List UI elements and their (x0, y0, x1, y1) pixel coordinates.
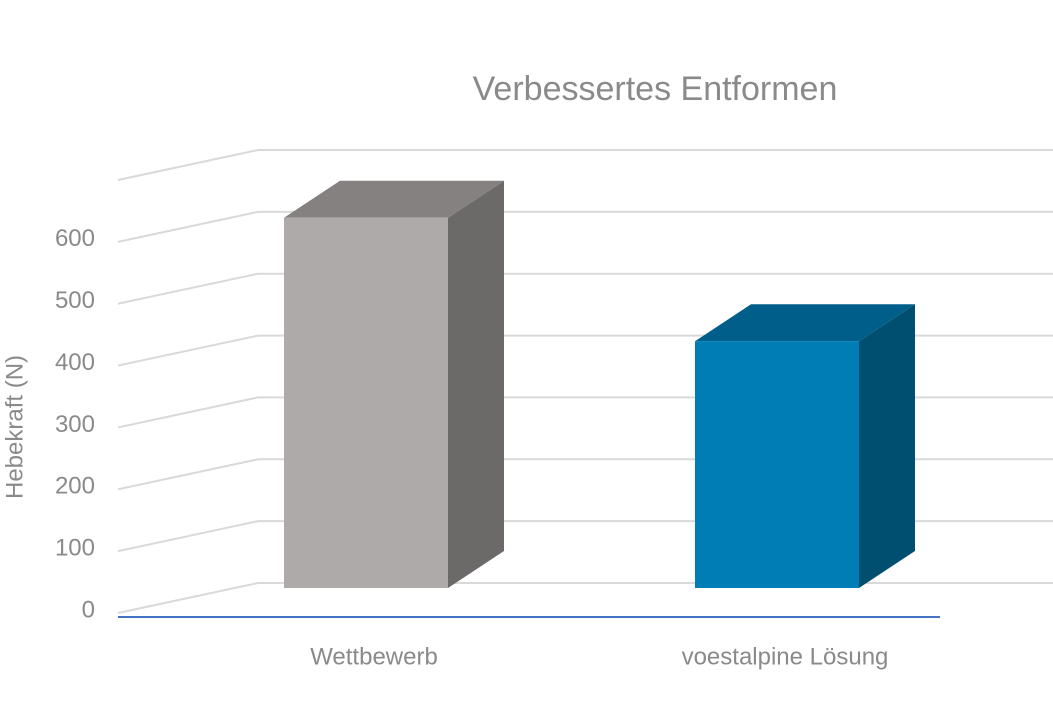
bar-top (284, 180, 504, 218)
y-tick-label: 100 (55, 534, 95, 561)
bar (284, 217, 448, 589)
grid-line (117, 582, 1053, 614)
bar-side (859, 304, 915, 588)
y-tick-label: 500 (55, 287, 95, 314)
x-tick-label: Wettbewerb (310, 643, 438, 670)
bar-top (695, 304, 915, 342)
grid-line (117, 210, 1053, 243)
grid-line (117, 149, 1053, 181)
grid-line (117, 272, 1053, 305)
bar (695, 341, 859, 588)
y-tick-label: 300 (55, 411, 95, 438)
y-axis-label: Hebekraft (N) (1, 355, 28, 499)
bar-side (448, 180, 504, 589)
y-tick-label: 400 (55, 349, 95, 376)
y-tick-label: 200 (55, 473, 95, 500)
chart-title: Verbessertes Entformen (473, 70, 838, 108)
y-tick-label: 0 (82, 596, 95, 623)
x-tick-label: voestalpine Lösung (682, 643, 889, 670)
y-tick-label: 600 (55, 225, 95, 252)
